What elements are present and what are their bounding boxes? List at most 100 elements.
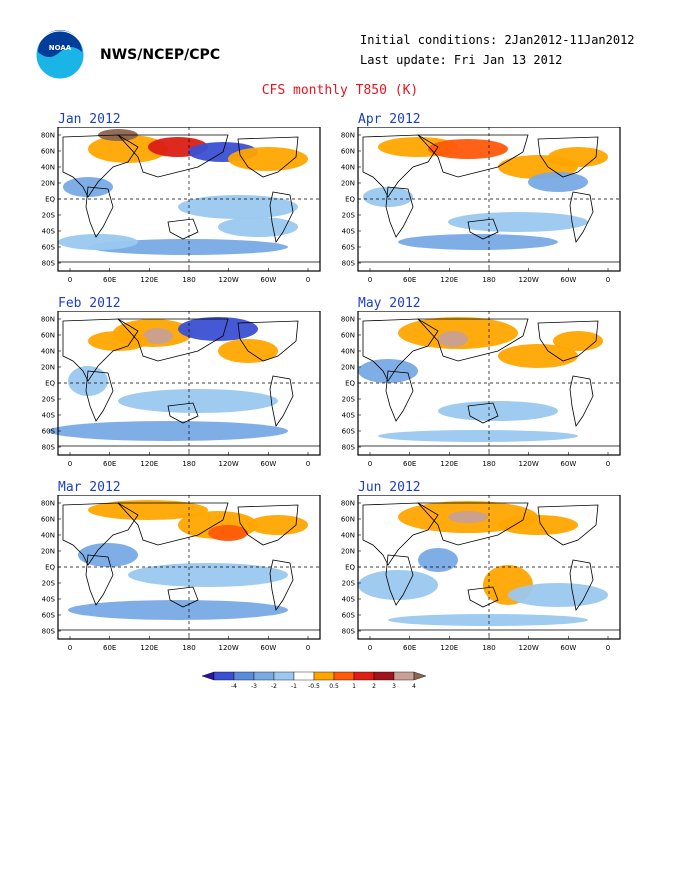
map-svg: 80N 60N 40N 20N EQ 20S 40S 60S 80S 0 60E 120E 180 120… xyxy=(341,127,621,284)
coastline xyxy=(569,375,594,427)
lon-tick-label: 60E xyxy=(403,276,416,284)
lat-tick-label: 60S xyxy=(342,612,356,620)
lat-tick-label: 40N xyxy=(341,164,355,172)
lon-tick-label: 60E xyxy=(403,644,416,652)
lat-tick-label: EQ xyxy=(345,380,355,388)
colorbar-tick-label: 0.5 xyxy=(329,683,339,690)
map-svg: 80N 60N 40N 20N EQ 20S 40S 60S 80S 0 60E 120E 180 120… xyxy=(41,127,321,284)
coastline xyxy=(362,502,439,566)
lat-tick-label: 20S xyxy=(342,212,356,220)
lat-tick-label: 60N xyxy=(41,332,55,340)
anomaly-region xyxy=(508,583,608,607)
lat-tick-label: 40N xyxy=(41,348,55,356)
lat-tick-label: 40N xyxy=(41,532,55,540)
colorbar-tick-label: 2 xyxy=(372,683,376,690)
lon-tick-label: 0 xyxy=(306,460,310,468)
colorbar-swatch xyxy=(233,671,255,681)
lon-tick-label: 120E xyxy=(140,644,158,652)
lon-tick-label: 0 xyxy=(68,460,72,468)
lat-tick-label: 20S xyxy=(42,580,56,588)
coastline xyxy=(385,370,414,422)
lon-tick-label: 60E xyxy=(403,460,416,468)
anomaly-region xyxy=(228,147,308,171)
coastline xyxy=(85,370,114,422)
anomaly-region xyxy=(218,217,298,237)
colorbar-tick-label: 4 xyxy=(412,683,416,690)
lon-tick-label: 60W xyxy=(560,460,576,468)
lon-tick-label: 120W xyxy=(519,276,539,284)
lat-tick-label: 80S xyxy=(342,444,356,452)
colorbar: -4 -3 -2 -1 -0.5 0.5 1 2 3 4 xyxy=(200,668,490,696)
lat-tick-label: 80S xyxy=(342,260,356,268)
lat-tick-label: 20N xyxy=(341,364,355,372)
coastline xyxy=(362,318,439,382)
anomaly-region xyxy=(378,430,578,442)
lon-tick-label: 120W xyxy=(519,460,539,468)
lat-tick-label: 20S xyxy=(342,580,356,588)
anomaly-region xyxy=(178,317,258,341)
last-update: Last update: Fri Jan 13 2012 xyxy=(360,53,563,67)
coastline xyxy=(85,186,114,238)
coastline xyxy=(237,320,299,362)
panel-month-label: Mar 2012 xyxy=(58,480,121,495)
lon-tick-label: 0 xyxy=(68,276,72,284)
lat-tick-label: 60S xyxy=(42,428,56,436)
lon-tick-label: 0 xyxy=(606,460,610,468)
lon-tick-label: 120E xyxy=(440,644,458,652)
colorbar-tick-label: -4 xyxy=(231,683,237,690)
coastline xyxy=(237,504,299,546)
lat-tick-label: 40S xyxy=(42,228,56,236)
colorbar-swatch xyxy=(213,671,235,681)
lat-tick-label: 40S xyxy=(342,412,356,420)
lon-tick-label: 180 xyxy=(482,276,495,284)
lat-tick-label: 20N xyxy=(341,548,355,556)
anomaly-region xyxy=(88,500,208,520)
initial-conditions: Initial conditions: 2Jan2012-11Jan2012 xyxy=(360,33,635,47)
lat-tick-label: 20N xyxy=(41,180,55,188)
lon-tick-label: 0 xyxy=(606,644,610,652)
coastline xyxy=(269,559,294,611)
lon-tick-label: 60W xyxy=(260,276,276,284)
lat-tick-label: 40N xyxy=(341,532,355,540)
lon-tick-label: 0 xyxy=(368,276,372,284)
lon-tick-label: 60W xyxy=(560,644,576,652)
lon-tick-label: 120W xyxy=(219,644,239,652)
anomaly-region xyxy=(498,344,578,368)
lat-tick-label: 60N xyxy=(341,332,355,340)
map-svg: 80N 60N 40N 20N EQ 20S 40S 60S 80S 0 60E 120E 180 120… xyxy=(341,495,621,652)
lat-tick-label: 60N xyxy=(341,148,355,156)
lon-tick-label: 120E xyxy=(140,460,158,468)
coastline xyxy=(362,134,439,198)
colorbar-arrow-left xyxy=(201,671,215,681)
colorbar-svg: -4 -3 -2 -1 -0.5 0.5 1 2 3 4 xyxy=(201,671,427,690)
lat-tick-label: 40N xyxy=(41,164,55,172)
anomaly-region xyxy=(88,331,148,351)
coastline xyxy=(417,502,529,546)
lon-tick-label: 60E xyxy=(103,276,116,284)
lat-tick-label: EQ xyxy=(345,196,355,204)
lat-tick-label: 60S xyxy=(342,244,356,252)
anomaly-region xyxy=(438,331,468,347)
lon-tick-label: 120W xyxy=(219,460,239,468)
map-panel: Apr 2012 80N 60N 40N 20N EQ 20S 40S 60S 80S 0 60E 12… xyxy=(328,112,624,289)
anomaly-region xyxy=(248,515,308,535)
colorbar-swatch xyxy=(333,671,355,681)
lon-tick-label: 180 xyxy=(182,276,195,284)
colorbar-swatch xyxy=(253,671,275,681)
coastline xyxy=(269,191,294,243)
colorbar-arrow-right xyxy=(413,671,427,681)
lat-tick-label: 80N xyxy=(341,500,355,508)
map-panel: Jan 2012 80N 60N 40N 20N EQ 20S 40S 60S 80S 0 60E 12… xyxy=(28,112,324,289)
lat-tick-label: 40S xyxy=(342,228,356,236)
anomaly-region xyxy=(548,147,608,167)
colorbar-tick-label: -3 xyxy=(251,683,257,690)
lat-tick-label: 20S xyxy=(42,396,56,404)
colorbar-tick-label: -2 xyxy=(271,683,277,690)
panel-month-label: Feb 2012 xyxy=(58,296,121,311)
map-panel: May 2012 80N 60N 40N 20N EQ 20S 40S 60S 80S 0 60E 12… xyxy=(328,296,624,473)
coastline xyxy=(537,504,599,546)
map-svg: 80N 60N 40N 20N EQ 20S 40S 60S 80S 0 60E 120E 180 120… xyxy=(41,311,321,468)
lon-tick-label: 120E xyxy=(440,276,458,284)
lat-tick-label: 60S xyxy=(42,612,56,620)
anomaly-region xyxy=(438,401,558,421)
